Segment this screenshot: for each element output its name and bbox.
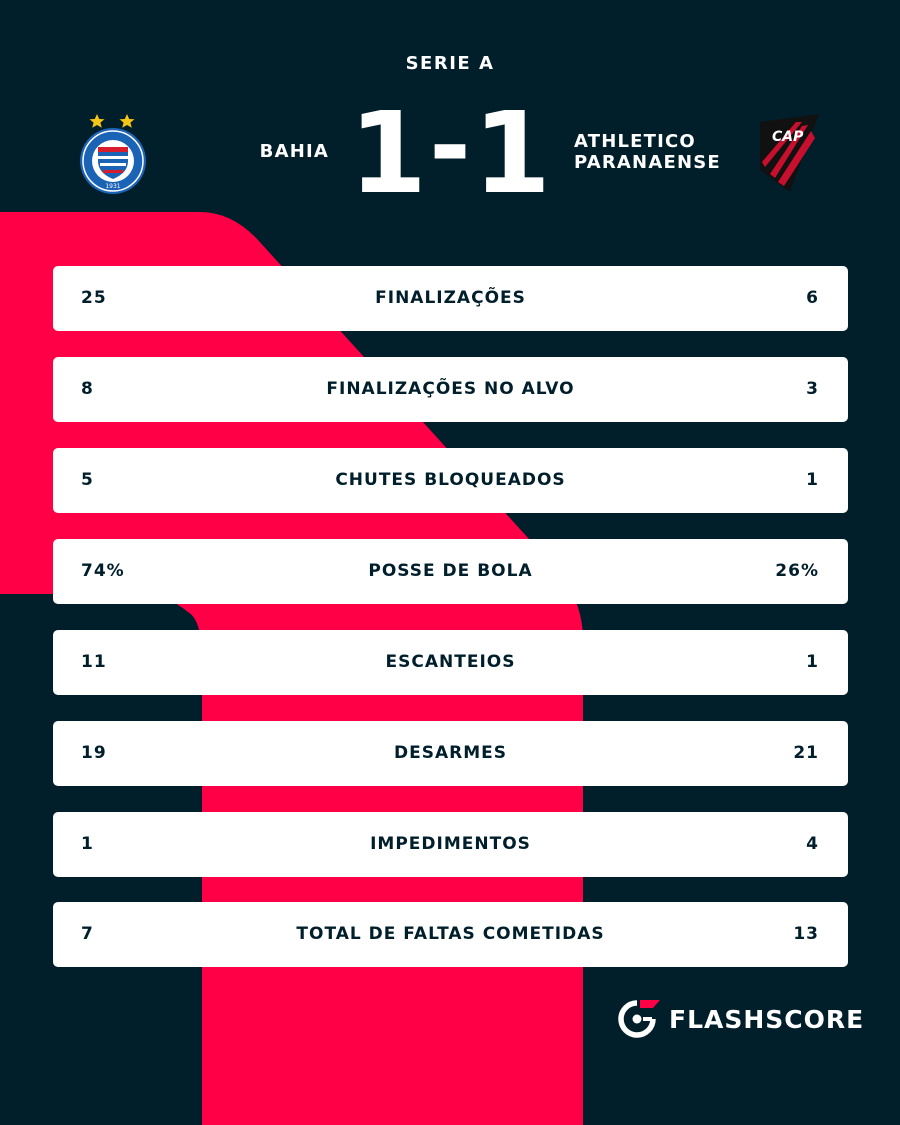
flashscore-wordmark: FLASHSCORE xyxy=(669,1004,865,1034)
stat-label: ESCANTEIOS xyxy=(385,652,516,672)
score-display: 1 - 1 xyxy=(350,102,550,197)
home-stat-value: 1 xyxy=(81,834,94,854)
away-stat-value: 3 xyxy=(806,379,819,399)
home-stat-value: 74% xyxy=(81,561,125,581)
home-team-name: BAHIA xyxy=(259,141,329,162)
stat-row: 25 FINALIZAÇÕES 6 xyxy=(53,266,848,331)
home-stat-value: 19 xyxy=(81,743,107,763)
home-stat-value: 11 xyxy=(81,652,107,672)
stat-row: 1 IMPEDIMENTOS 4 xyxy=(53,812,848,877)
away-stat-value: 21 xyxy=(793,743,819,763)
stat-label: POSSE DE BOLA xyxy=(368,561,533,581)
stat-row: 74% POSSE DE BOLA 26% xyxy=(53,539,848,604)
bahia-crest-icon: 1931 xyxy=(80,114,146,194)
stat-row: 5 CHUTES BLOQUEADOS 1 xyxy=(53,448,848,513)
home-stat-value: 7 xyxy=(81,924,94,944)
away-team-name-line1: ATHLETICO xyxy=(574,131,696,152)
league-title: SERIE A xyxy=(405,53,495,74)
stat-label: DESARMES xyxy=(394,743,507,763)
away-stat-value: 6 xyxy=(806,288,819,308)
home-stat-value: 8 xyxy=(81,379,94,399)
away-score: 1 xyxy=(473,102,550,197)
home-stat-value: 25 xyxy=(81,288,107,308)
stat-row: 11 ESCANTEIOS 1 xyxy=(53,630,848,695)
athletico-crest-icon: CAP xyxy=(760,114,819,192)
stat-row: 7 TOTAL DE FALTAS COMETIDAS 13 xyxy=(53,902,848,967)
home-stat-value: 5 xyxy=(81,470,94,490)
away-stat-value: 13 xyxy=(793,924,819,944)
away-stat-value: 26% xyxy=(775,561,819,581)
home-score: 1 xyxy=(350,102,427,197)
stat-label: CHUTES BLOQUEADOS xyxy=(335,470,566,490)
crest-year: 1931 xyxy=(105,183,120,190)
stat-label: IMPEDIMENTOS xyxy=(370,834,531,854)
away-stat-value: 1 xyxy=(806,470,819,490)
away-stat-value: 1 xyxy=(806,652,819,672)
score-separator: - xyxy=(429,102,471,197)
away-team-name-line2: PARANAENSE xyxy=(574,152,721,173)
stat-label: TOTAL DE FALTAS COMETIDAS xyxy=(296,924,605,944)
flashscore-logo-icon xyxy=(618,1000,660,1038)
stat-label: FINALIZAÇÕES NO ALVO xyxy=(326,379,575,399)
stat-row: 8 FINALIZAÇÕES NO ALVO 3 xyxy=(53,357,848,422)
flashscore-brand: FLASHSCORE xyxy=(616,998,864,1040)
crest-text: CAP xyxy=(772,129,804,145)
away-team-name: ATHLETICO PARANAENSE xyxy=(574,131,721,173)
stat-label: FINALIZAÇÕES xyxy=(375,288,526,308)
stat-row: 19 DESARMES 21 xyxy=(53,721,848,786)
away-stat-value: 4 xyxy=(806,834,819,854)
